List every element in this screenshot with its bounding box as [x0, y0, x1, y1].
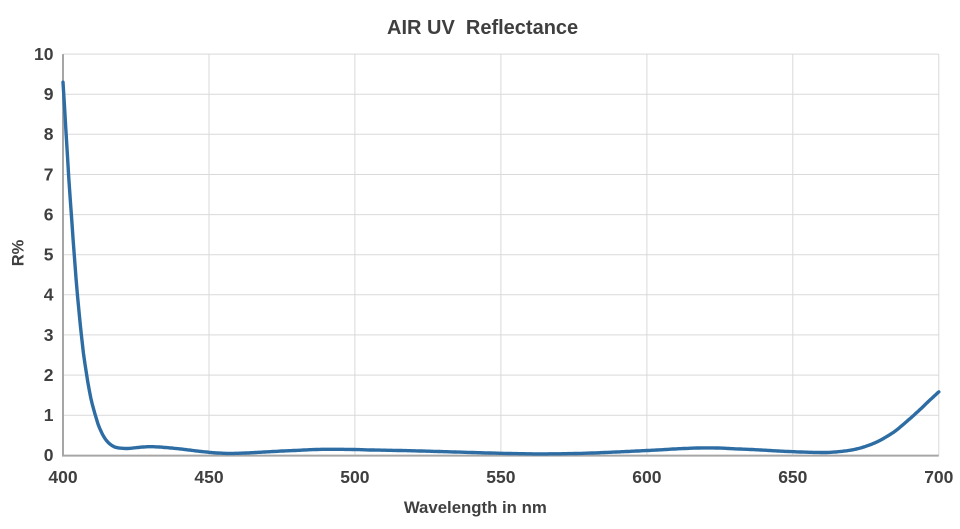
svg-text:7: 7	[44, 164, 54, 184]
svg-text:3: 3	[44, 325, 54, 345]
svg-text:500: 500	[340, 467, 369, 487]
svg-text:600: 600	[632, 467, 661, 487]
svg-text:9: 9	[44, 84, 54, 104]
svg-text:550: 550	[486, 467, 515, 487]
svg-text:10: 10	[34, 44, 54, 64]
svg-text:400: 400	[48, 467, 77, 487]
svg-text:Wavelength in nm: Wavelength in nm	[404, 498, 547, 517]
svg-text:2: 2	[44, 365, 54, 385]
svg-text:700: 700	[924, 467, 953, 487]
svg-text:R%: R%	[10, 239, 28, 266]
svg-text:450: 450	[194, 467, 223, 487]
svg-text:0: 0	[44, 445, 54, 465]
svg-text:8: 8	[44, 124, 54, 144]
svg-text:4: 4	[44, 285, 54, 305]
svg-text:5: 5	[44, 245, 54, 265]
svg-text:650: 650	[778, 467, 807, 487]
svg-text:6: 6	[44, 205, 54, 225]
svg-text:1: 1	[44, 405, 54, 425]
svg-text:AIR UV Reflectance: AIR UV Reflectance	[387, 17, 578, 39]
